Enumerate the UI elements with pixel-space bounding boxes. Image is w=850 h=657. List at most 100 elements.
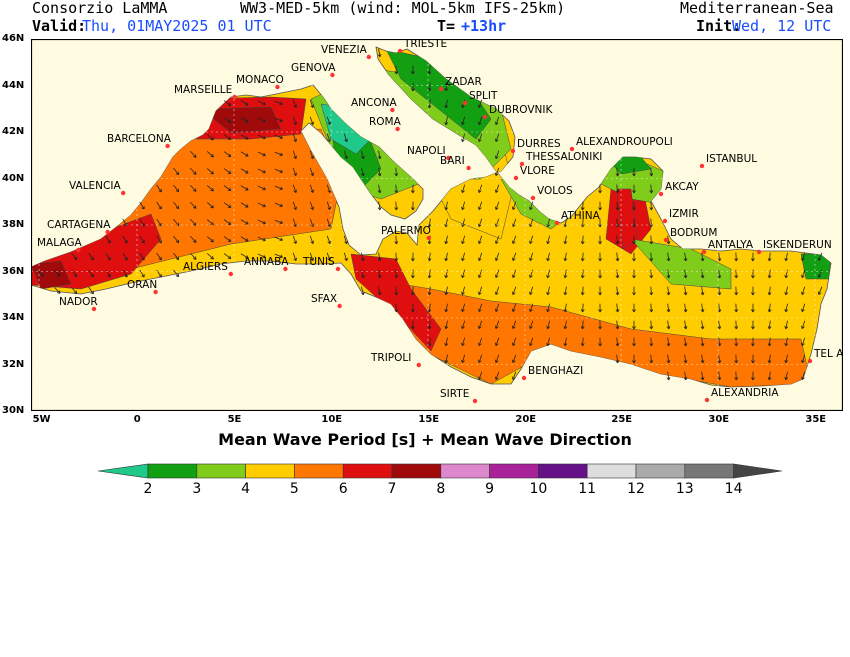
direction-arrow	[240, 168, 249, 174]
direction-arrow	[649, 235, 654, 245]
direction-arrow	[156, 218, 162, 227]
direction-arrow	[801, 303, 806, 313]
lat-tick-label: 42N	[2, 126, 25, 137]
direction-arrow	[444, 82, 449, 92]
city-marker: MALAGA	[37, 237, 82, 253]
city-label: VOLOS	[537, 185, 573, 197]
direction-arrow	[361, 286, 365, 296]
init-value: Wed, 12 UTC	[732, 17, 832, 35]
period-zone	[350, 253, 442, 352]
direction-arrow	[751, 269, 755, 279]
direction-arrow	[512, 320, 517, 329]
direction-arrow	[156, 201, 162, 210]
direction-arrow	[649, 337, 654, 347]
direction-arrow	[173, 201, 180, 210]
direction-arrow	[512, 201, 517, 210]
direction-arrow	[598, 252, 602, 262]
direction-arrow	[649, 320, 654, 330]
city-marker: VALENCIA	[69, 180, 126, 196]
city-dot	[662, 218, 668, 224]
city-label: SPLIT	[469, 90, 498, 102]
direction-arrow	[444, 337, 449, 347]
init-label: Init:	[696, 17, 742, 35]
direction-arrow	[427, 286, 432, 296]
direction-arrow	[478, 252, 483, 261]
direction-arrow	[580, 201, 585, 211]
direction-arrow	[512, 337, 517, 346]
direction-arrow	[717, 252, 722, 262]
direction-arrow	[190, 150, 197, 158]
direction-arrow	[478, 218, 483, 227]
direction-arrow	[580, 252, 585, 262]
direction-arrow	[478, 286, 483, 295]
city-label: ZADAR	[445, 76, 482, 88]
direction-arrow	[461, 133, 466, 143]
direction-arrow	[767, 252, 772, 262]
direction-arrow	[292, 235, 297, 244]
direction-arrow	[546, 252, 550, 262]
direction-arrow	[700, 354, 705, 364]
city-dot	[228, 271, 233, 277]
direction-arrow	[139, 235, 145, 244]
direction-arrow	[173, 184, 180, 193]
direction-arrow	[105, 252, 111, 261]
direction-arrow	[615, 337, 620, 347]
direction-arrow	[240, 134, 249, 140]
direction-arrow	[156, 269, 162, 278]
direction-arrow	[615, 252, 620, 262]
direction-arrow	[632, 337, 636, 347]
direction-arrow	[632, 303, 636, 313]
grid-lines	[31, 39, 843, 411]
direction-arrow	[394, 201, 399, 211]
direction-arrow	[546, 337, 550, 347]
direction-arrow	[377, 201, 382, 211]
direction-arrow	[257, 219, 266, 225]
direction-arrow	[529, 252, 534, 262]
direction-arrow	[683, 354, 688, 364]
direction-arrow	[494, 354, 500, 363]
city-dot	[554, 220, 560, 226]
city-marker: BODRUM	[663, 227, 717, 243]
direction-arrow	[734, 337, 739, 347]
direction-arrow	[326, 201, 331, 210]
direction-arrow	[223, 168, 232, 174]
direction-arrow	[734, 269, 739, 279]
direction-arrow	[801, 269, 806, 279]
direction-arrow	[257, 202, 266, 208]
direction-arrows	[36, 48, 823, 381]
direction-arrow	[411, 65, 415, 75]
direction-arrow	[494, 337, 500, 346]
direction-arrow	[240, 151, 249, 157]
direction-arrow	[206, 253, 214, 260]
colorbar-segment	[196, 463, 246, 479]
direction-arrow	[326, 235, 331, 244]
city-label: ALEXANDROUPOLI	[576, 136, 673, 148]
direction-arrow	[649, 252, 654, 262]
direction-arrow	[784, 371, 789, 381]
direction-arrow	[751, 371, 755, 381]
direction-arrow	[615, 286, 620, 296]
direction-arrow	[512, 235, 517, 244]
city-label: DUBROVNIK	[489, 104, 553, 116]
direction-arrow	[257, 100, 266, 106]
direction-arrow	[478, 354, 483, 363]
direction-arrow	[223, 236, 232, 242]
city-label: CARTAGENA	[47, 219, 111, 231]
city-dot	[105, 229, 110, 235]
city-dot	[756, 249, 762, 255]
city-dot	[462, 100, 468, 106]
direction-arrow	[580, 320, 585, 330]
direction-arrow	[292, 167, 297, 176]
direction-arrow	[444, 303, 449, 313]
city-dot	[395, 126, 400, 132]
direction-arrow	[801, 320, 806, 330]
direction-arrow	[632, 354, 636, 364]
direction-arrow	[309, 167, 315, 176]
direction-arrow	[240, 202, 249, 208]
city-label: VENEZIA	[321, 44, 368, 56]
city-label: ANCONA	[351, 97, 397, 109]
direction-arrow	[598, 286, 602, 296]
direction-arrow	[274, 219, 283, 225]
direction-arrow	[122, 269, 128, 278]
direction-arrow	[700, 303, 705, 313]
